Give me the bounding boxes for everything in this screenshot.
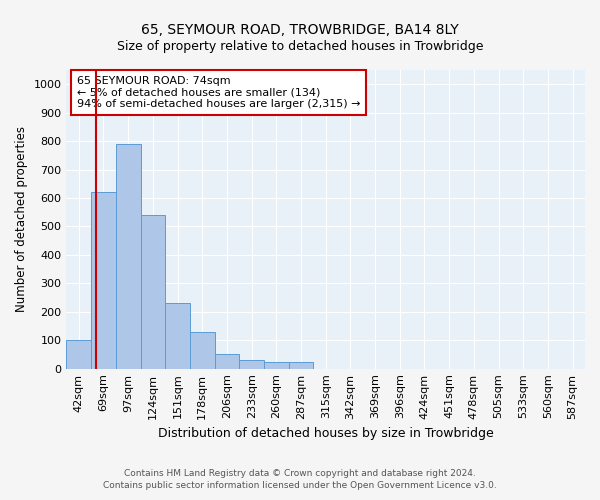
Bar [91, 192, 116, 368]
Text: 65, SEYMOUR ROAD, TROWBRIDGE, BA14 8LY: 65, SEYMOUR ROAD, TROWBRIDGE, BA14 8LY [141, 22, 459, 36]
Bar [264, 362, 289, 368]
Bar [215, 354, 239, 368]
Text: Contains HM Land Registry data © Crown copyright and database right 2024.
Contai: Contains HM Land Registry data © Crown c… [103, 468, 497, 490]
X-axis label: Distribution of detached houses by size in Trowbridge: Distribution of detached houses by size … [158, 427, 494, 440]
Bar [116, 144, 140, 368]
Bar [67, 340, 91, 368]
Bar [289, 362, 313, 368]
Bar [190, 332, 215, 368]
Bar [239, 360, 264, 368]
Text: Size of property relative to detached houses in Trowbridge: Size of property relative to detached ho… [117, 40, 483, 53]
Text: 65 SEYMOUR ROAD: 74sqm
← 5% of detached houses are smaller (134)
94% of semi-det: 65 SEYMOUR ROAD: 74sqm ← 5% of detached … [77, 76, 360, 109]
Bar [140, 215, 165, 368]
Y-axis label: Number of detached properties: Number of detached properties [15, 126, 28, 312]
Bar [165, 304, 190, 368]
